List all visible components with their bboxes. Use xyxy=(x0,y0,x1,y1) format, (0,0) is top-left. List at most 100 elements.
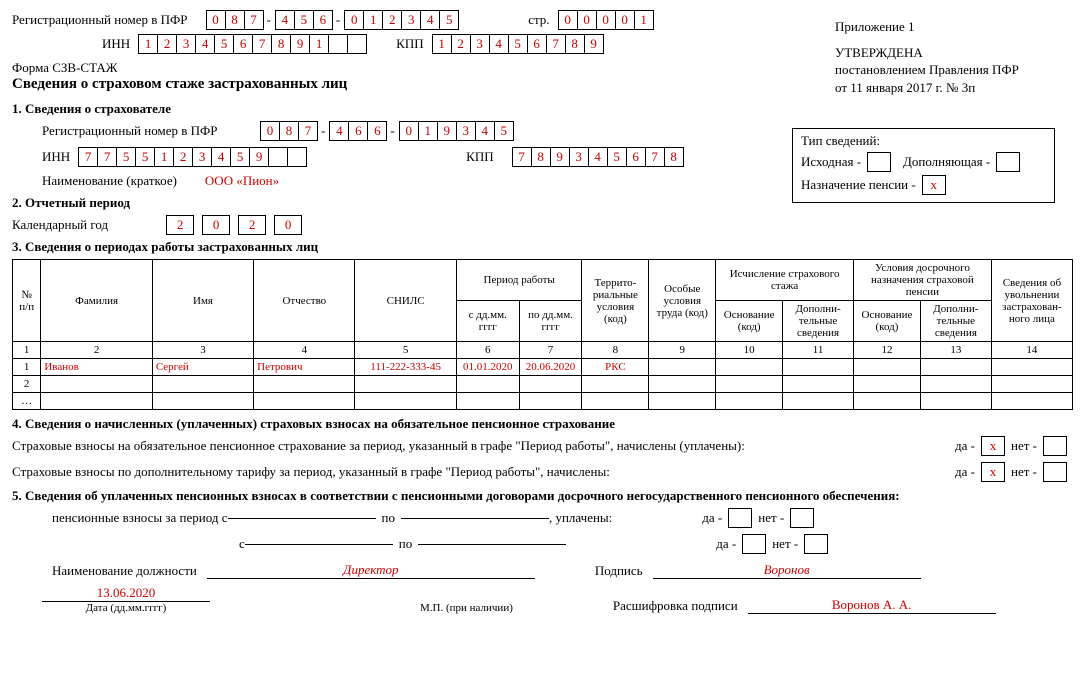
cell[interactable]: 8 xyxy=(664,147,684,167)
cell[interactable]: 7 xyxy=(97,147,117,167)
cell[interactable]: 9 xyxy=(550,147,570,167)
cell[interactable]: 5 xyxy=(439,10,459,30)
cell[interactable]: 2 xyxy=(382,10,402,30)
cell[interactable]: 8 xyxy=(565,34,585,54)
sec5-from2[interactable] xyxy=(245,544,393,545)
pens-checkbox[interactable]: х xyxy=(922,175,946,195)
sec5-no2-box[interactable] xyxy=(804,534,828,554)
cell[interactable]: 6 xyxy=(348,121,368,141)
cell[interactable]: 2 xyxy=(157,34,177,54)
cell[interactable]: 0 xyxy=(206,10,226,30)
cell[interactable]: 3 xyxy=(401,10,421,30)
cell[interactable]: 7 xyxy=(546,34,566,54)
sec4-no2-box[interactable] xyxy=(1043,462,1067,482)
cell[interactable] xyxy=(268,147,288,167)
cell[interactable]: 4 xyxy=(195,34,215,54)
cell[interactable]: 3 xyxy=(470,34,490,54)
cell[interactable]: 3 xyxy=(569,147,589,167)
sig-value[interactable]: Воронов xyxy=(653,562,921,579)
sec4-no1-box[interactable] xyxy=(1043,436,1067,456)
date-value[interactable]: 13.06.2020 xyxy=(42,585,210,602)
cell[interactable]: 5 xyxy=(135,147,155,167)
cell[interactable]: 6 xyxy=(313,10,333,30)
cell[interactable] xyxy=(347,34,367,54)
sec5-no1-box[interactable] xyxy=(790,508,814,528)
decode-value[interactable]: Воронов А. А. xyxy=(748,597,996,614)
dop-checkbox[interactable] xyxy=(996,152,1020,172)
sec5-yes1-box[interactable] xyxy=(728,508,752,528)
cell[interactable]: 2 xyxy=(451,34,471,54)
cell[interactable]: 6 xyxy=(233,34,253,54)
cell[interactable]: 5 xyxy=(508,34,528,54)
cell[interactable]: 8 xyxy=(225,10,245,30)
cell[interactable]: 4 xyxy=(275,10,295,30)
cell[interactable]: 7 xyxy=(512,147,532,167)
cell[interactable]: 1 xyxy=(418,121,438,141)
cell[interactable]: 0 xyxy=(260,121,280,141)
cell[interactable]: 2 xyxy=(173,147,193,167)
cell[interactable]: 0 xyxy=(615,10,635,30)
cell[interactable]: 7 xyxy=(645,147,665,167)
cell[interactable]: 4 xyxy=(489,34,509,54)
cell[interactable]: 9 xyxy=(437,121,457,141)
cell: Иванов xyxy=(41,359,152,376)
cell[interactable]: 1 xyxy=(363,10,383,30)
cell[interactable]: 0 xyxy=(596,10,616,30)
cell[interactable]: 4 xyxy=(211,147,231,167)
sec5-to1-val[interactable] xyxy=(401,518,549,519)
cell[interactable] xyxy=(328,34,348,54)
cell[interactable]: 6 xyxy=(367,121,387,141)
cell[interactable]: 5 xyxy=(494,121,514,141)
cell[interactable]: 1 xyxy=(634,10,654,30)
pos-value[interactable]: Директор xyxy=(207,562,535,579)
year-cell[interactable]: 2 xyxy=(238,215,266,235)
cell[interactable]: 8 xyxy=(531,147,551,167)
cell[interactable]: 9 xyxy=(290,34,310,54)
cell[interactable]: 1 xyxy=(309,34,329,54)
cell[interactable]: 3 xyxy=(192,147,212,167)
cell[interactable]: 5 xyxy=(230,147,250,167)
cell[interactable]: 4 xyxy=(329,121,349,141)
th-name: Имя xyxy=(152,260,253,342)
cell[interactable]: 6 xyxy=(527,34,547,54)
sec5-yes2-box[interactable] xyxy=(742,534,766,554)
cell[interactable]: 6 xyxy=(626,147,646,167)
cell[interactable]: 1 xyxy=(154,147,174,167)
col-num: 12 xyxy=(854,342,921,359)
cell xyxy=(519,376,582,393)
cell[interactable]: 5 xyxy=(116,147,136,167)
th-calc: Исчисление страхового стажа xyxy=(716,260,854,301)
cell[interactable]: 1 xyxy=(138,34,158,54)
cell[interactable]: 1 xyxy=(432,34,452,54)
cell[interactable]: 7 xyxy=(78,147,98,167)
sec4-yes2-box[interactable]: х xyxy=(981,462,1005,482)
cell[interactable]: 4 xyxy=(420,10,440,30)
cell[interactable]: 9 xyxy=(584,34,604,54)
year-cell[interactable]: 0 xyxy=(274,215,302,235)
year-cell[interactable]: 0 xyxy=(202,215,230,235)
cell[interactable]: 7 xyxy=(244,10,264,30)
sec5-to2-val[interactable] xyxy=(418,544,566,545)
cell[interactable]: 5 xyxy=(214,34,234,54)
cell[interactable]: 0 xyxy=(399,121,419,141)
cell[interactable]: 4 xyxy=(588,147,608,167)
cell[interactable]: 0 xyxy=(558,10,578,30)
cell[interactable]: 9 xyxy=(249,147,269,167)
cell[interactable]: 3 xyxy=(176,34,196,54)
cell[interactable]: 5 xyxy=(607,147,627,167)
sec5-from1[interactable] xyxy=(228,518,376,519)
cell[interactable]: 8 xyxy=(271,34,291,54)
cell[interactable]: 0 xyxy=(577,10,597,30)
cell[interactable]: 8 xyxy=(279,121,299,141)
cell[interactable]: 0 xyxy=(344,10,364,30)
year-cell[interactable]: 2 xyxy=(166,215,194,235)
cell[interactable]: 7 xyxy=(252,34,272,54)
cell[interactable]: 3 xyxy=(456,121,476,141)
cell[interactable]: 4 xyxy=(475,121,495,141)
cell[interactable]: 5 xyxy=(294,10,314,30)
orig-checkbox[interactable] xyxy=(867,152,891,172)
sec4-yes1-box[interactable]: х xyxy=(981,436,1005,456)
sec5-title: 5. Сведения об уплаченных пенсионных взн… xyxy=(12,488,1073,504)
cell[interactable] xyxy=(287,147,307,167)
cell[interactable]: 7 xyxy=(298,121,318,141)
